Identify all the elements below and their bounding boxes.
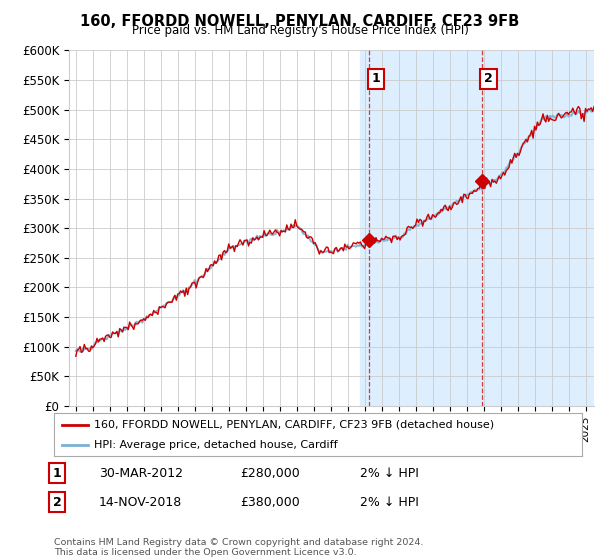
Text: Price paid vs. HM Land Registry's House Price Index (HPI): Price paid vs. HM Land Registry's House … [131,24,469,37]
Bar [361,50,594,406]
Text: 160, FFORDD NOWELL, PENYLAN, CARDIFF, CF23 9FB (detached house): 160, FFORDD NOWELL, PENYLAN, CARDIFF, CF… [94,420,494,430]
Text: 2: 2 [484,72,493,85]
Text: 2% ↓ HPI: 2% ↓ HPI [360,466,419,480]
Text: HPI: Average price, detached house, Cardiff: HPI: Average price, detached house, Card… [94,441,337,450]
Text: Contains HM Land Registry data © Crown copyright and database right 2024.
This d: Contains HM Land Registry data © Crown c… [54,538,424,557]
Text: 160, FFORDD NOWELL, PENYLAN, CARDIFF, CF23 9FB: 160, FFORDD NOWELL, PENYLAN, CARDIFF, CF… [80,14,520,29]
Text: 2: 2 [53,496,61,509]
Text: 30-MAR-2012: 30-MAR-2012 [99,466,183,480]
Text: 14-NOV-2018: 14-NOV-2018 [99,496,182,509]
Text: 2% ↓ HPI: 2% ↓ HPI [360,496,419,509]
Text: £380,000: £380,000 [240,496,300,509]
Text: 1: 1 [53,466,61,480]
Text: 1: 1 [371,72,380,85]
Text: £280,000: £280,000 [240,466,300,480]
